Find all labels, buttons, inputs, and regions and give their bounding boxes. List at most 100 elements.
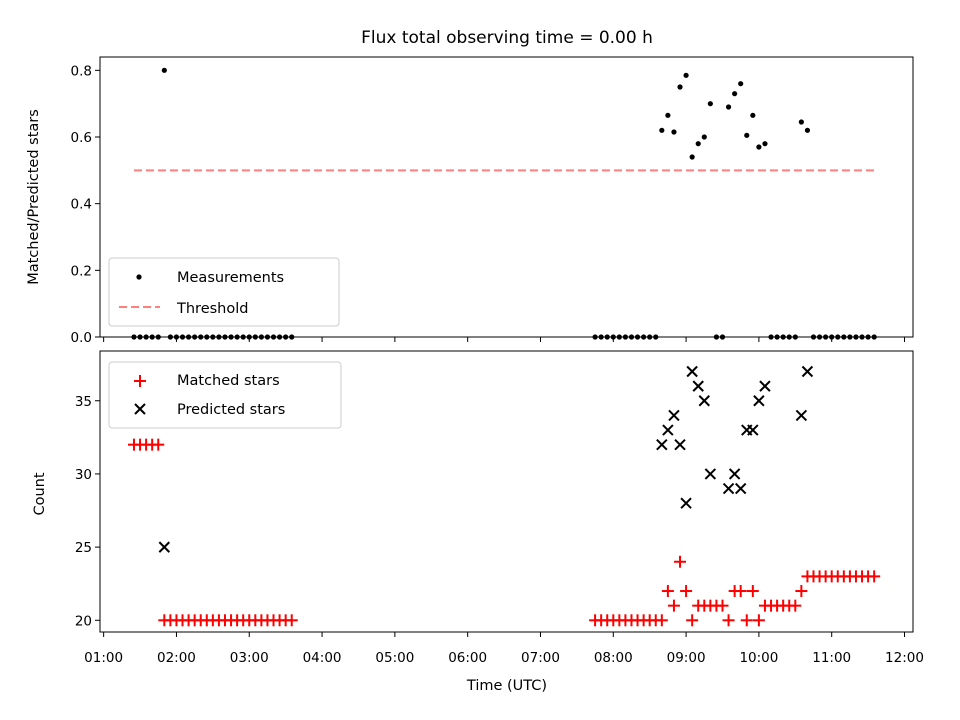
predicted-stars-point: [686, 365, 698, 378]
measurement-point: [683, 72, 689, 78]
bottom-legend: Matched stars Predicted stars: [108, 361, 342, 429]
y-tick-label: 25: [75, 540, 92, 556]
x-tick-label: 01:00: [84, 650, 123, 666]
legend-label-matched: Matched stars: [177, 373, 280, 389]
measurement-point: [738, 81, 744, 87]
y-tick-label: 0.6: [71, 130, 92, 146]
legend-label-threshold: Threshold: [176, 301, 248, 317]
matched-stars-point: [746, 585, 759, 598]
matched-stars-point: [674, 555, 687, 568]
x-tick-label: 10:00: [739, 650, 778, 666]
matched-stars-point: [661, 585, 674, 598]
matched-stars-point: [752, 614, 765, 627]
predicted-stars-point: [728, 468, 741, 480]
predicted-stars-point: [692, 380, 704, 392]
matched-stars-point: [868, 570, 881, 583]
x-tick-label: 06:00: [448, 650, 487, 666]
x-tick-label: 08:00: [594, 650, 633, 666]
matched-stars-point: [285, 614, 298, 627]
predicted-stars-point: [662, 424, 674, 436]
predicted-stars-point: [722, 482, 735, 495]
measurement-point: [707, 101, 713, 107]
matched-stars-point: [734, 585, 747, 598]
measurement-point: [689, 154, 695, 160]
bottom-plot-marks: [127, 365, 881, 627]
x-axis-label: Time (UTC): [466, 678, 547, 694]
measurement-point: [161, 67, 167, 73]
x-tick-label: 09:00: [667, 650, 706, 666]
measurement-point: [701, 134, 707, 140]
matched-stars-point: [152, 438, 165, 451]
predicted-stars-point: [698, 395, 710, 407]
y-tick-label: 0.2: [71, 263, 92, 279]
x-tick-label: 02:00: [157, 650, 196, 666]
legend-label-predicted: Predicted stars: [177, 402, 285, 418]
measurement-point: [804, 127, 811, 133]
x-tick-label: 12:00: [885, 650, 924, 666]
predicted-stars-point: [680, 497, 692, 509]
bottom-y-axis-label: Count: [32, 472, 48, 515]
legend-marker-matched: [134, 375, 146, 387]
measurement-point: [695, 141, 701, 147]
y-tick-label: 0.8: [71, 63, 92, 79]
top-y-ticks: 0.0 0.2 0.4 0.6 0.8: [71, 63, 100, 346]
predicted-stars-point: [734, 482, 747, 495]
top-axes-frame: [99, 56, 914, 338]
matched-stars-point: [722, 614, 735, 627]
top-panel: 0.00.20.40.60.8 Matched/Predicted stars …: [26, 56, 914, 346]
measurement-point: [665, 112, 671, 118]
measurement-point: [671, 129, 677, 135]
measurement-point: [762, 141, 768, 147]
measurement-point: [756, 144, 762, 150]
top-x-ticks: [103, 337, 906, 342]
measurement-point: [659, 127, 665, 133]
matched-stars-point: [655, 614, 668, 627]
predicted-stars-point: [656, 438, 668, 451]
matched-stars-point: [795, 585, 808, 598]
matched-stars-point: [667, 599, 680, 612]
matched-stars-point: [789, 599, 802, 612]
chart-title: Flux total observing time = 0.00 h: [361, 28, 653, 48]
measurement-point: [677, 84, 683, 90]
x-tick-label: 11:00: [812, 650, 851, 666]
measurement-point: [750, 112, 756, 118]
predicted-stars-point: [158, 541, 171, 553]
matched-stars-point: [686, 614, 699, 627]
measurement-point: [744, 132, 750, 138]
predicted-stars-point: [674, 438, 686, 451]
y-tick-label: 20: [75, 613, 92, 629]
measurement-point: [798, 119, 804, 125]
bottom-x-ticks: 01:00 02:00 03:00 04:00 05:00 06:00 07:00 08:00…: [84, 632, 924, 666]
y-tick-label: 30: [75, 467, 92, 483]
legend-label-measurements: Measurements: [177, 270, 284, 286]
legend-marker-predicted: [134, 403, 146, 415]
top-legend-box: [108, 257, 340, 327]
matched-stars-point: [740, 614, 753, 627]
predicted-stars-point: [753, 395, 765, 407]
measurement-point: [732, 91, 738, 97]
x-tick-label: 07:00: [521, 650, 560, 666]
y-tick-label: 35: [75, 394, 92, 410]
predicted-stars-point: [795, 409, 808, 422]
predicted-stars-point: [747, 424, 759, 436]
bottom-y-ticks: 20 25 30 35: [75, 394, 100, 629]
x-tick-label: 03:00: [230, 650, 269, 666]
predicted-stars-point: [668, 409, 680, 422]
predicted-stars-point: [759, 380, 771, 392]
top-legend: Measurements Threshold: [108, 257, 340, 327]
top-plot-marks: [131, 67, 877, 340]
bottom-legend-box: [108, 361, 342, 429]
measurement-point: [725, 104, 732, 110]
matched-stars-point: [716, 599, 729, 612]
y-tick-label: 0.0: [71, 330, 92, 346]
x-tick-label: 05:00: [375, 650, 414, 666]
predicted-stars-point: [704, 468, 717, 480]
y-tick-label: 0.4: [71, 197, 92, 213]
predicted-stars-point: [801, 365, 814, 378]
bottom-axes-frame: [99, 350, 914, 633]
legend-marker-measurements: [136, 274, 142, 280]
matched-stars-point: [680, 585, 693, 598]
top-y-axis-label: Matched/Predicted stars: [26, 109, 42, 285]
